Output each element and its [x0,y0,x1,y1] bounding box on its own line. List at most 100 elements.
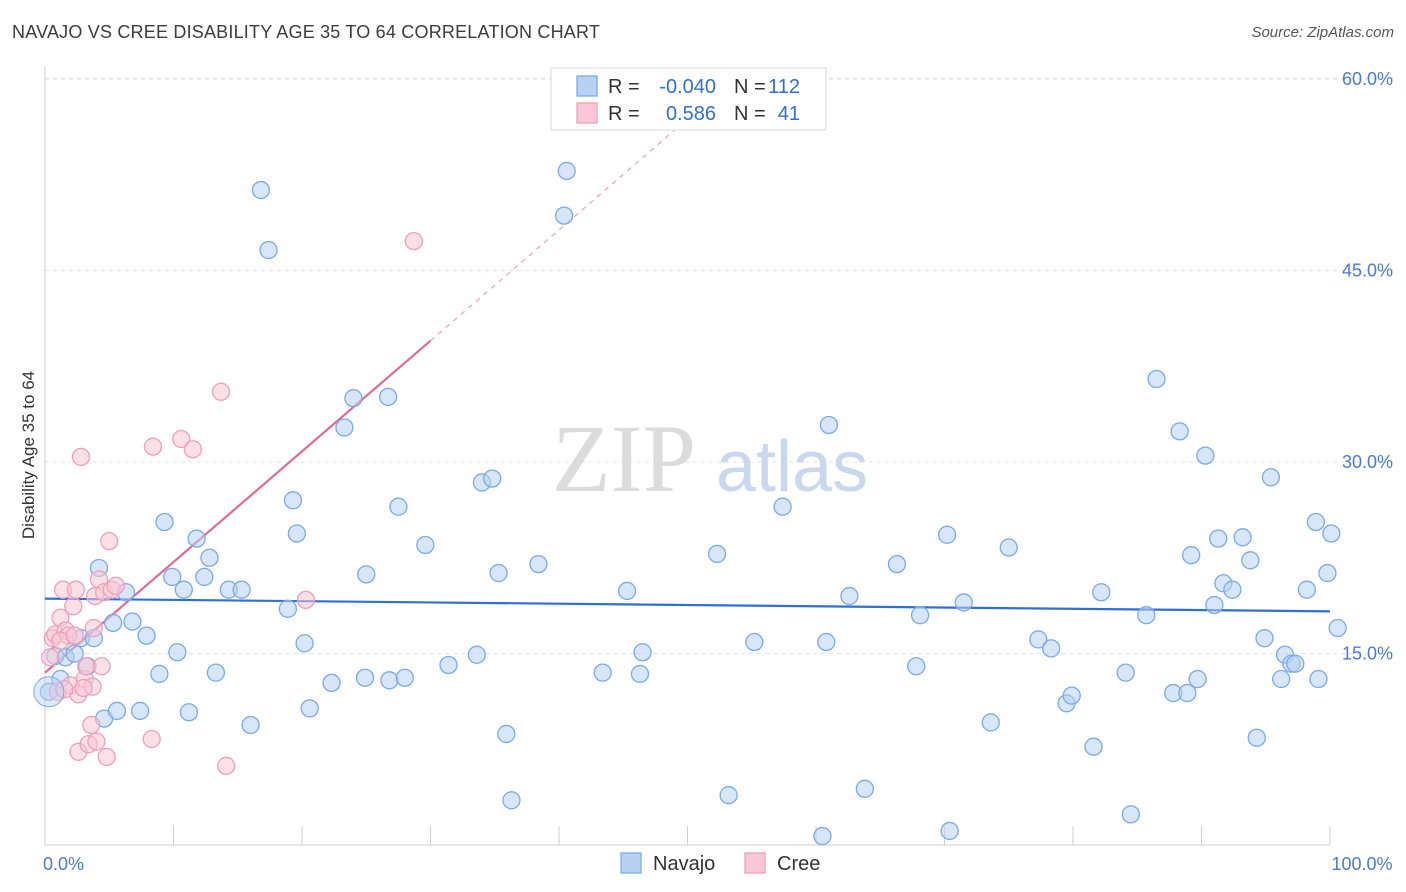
point-navajo [497,724,516,744]
legend-swatch-navajo [576,75,598,97]
point-navajo [1261,468,1281,487]
watermark-atlas: atlas [716,427,868,507]
point-navajo [1116,663,1135,682]
chart-source: Source: ZipAtlas.com [1251,24,1394,41]
point-navajo [1029,630,1048,649]
legend-bottom-swatch-cree [744,852,766,874]
point-navajo [817,632,836,652]
point-cree [100,532,119,551]
point-navajo [745,632,764,652]
point-cree [55,680,74,699]
point-navajo [232,580,251,599]
point-navajo [300,699,319,718]
x-tick-label: 0.0% [43,854,84,874]
point-navajo [1178,683,1197,703]
point-cree [97,747,116,767]
y-tick-label: 30.0% [1342,452,1393,472]
point-navajo [1092,583,1111,602]
legend-swatch-cree [576,102,598,124]
point-cree [76,657,96,676]
point-navajo [123,612,142,631]
point-navajo [773,497,792,516]
point-navajo [1042,639,1061,658]
legend-r-label: R = [608,103,640,125]
point-navajo [439,655,458,675]
point-navajo [630,664,650,684]
point-navajo [251,180,271,200]
point-navajo [1188,669,1207,689]
point-cree [84,618,103,638]
point-navajo [1286,654,1305,673]
point-cree [172,429,191,449]
y-tick-labels: 15.0% 30.0% 45.0% 60.0% [1342,69,1393,664]
point-navajo [206,663,226,682]
point-cree [106,576,125,595]
point-navajo [813,826,832,846]
point-cree [217,756,236,775]
point-navajo [502,791,521,810]
point-navajo [287,524,307,543]
point-cree [296,590,316,610]
legend-bottom-swatch-navajo [620,852,642,874]
point-navajo [137,626,156,645]
point-navajo [1147,369,1166,389]
legend-bottom-label-navajo: Navajo [653,853,715,875]
point-navajo [999,538,1018,557]
point-navajo [357,565,376,584]
point-navajo [1309,669,1328,689]
point-navajo [1182,546,1201,565]
point-cree [143,437,163,456]
point-navajo [1170,422,1189,441]
point-cree [92,657,111,676]
point-navajo [1205,595,1224,615]
point-cree [183,440,202,459]
trend-line-navajo [44,597,1331,613]
point-cree [142,729,161,749]
point-navajo [150,664,169,684]
point-navajo [940,821,959,841]
chart-title: NAVAJO VS CREE DISABILITY AGE 35 TO 64 C… [12,22,601,42]
point-navajo [241,715,260,735]
point-navajo [1306,512,1326,532]
legend-r-value: 0.586 [666,103,716,125]
point-navajo [155,512,174,532]
point-navajo [1223,580,1242,599]
point-navajo [489,563,508,583]
point-navajo [278,599,298,618]
point-cree [64,597,83,616]
point-navajo [819,415,838,435]
point-navajo [195,567,214,587]
watermark-zip: ZIP [552,405,696,512]
y-tick-label: 45.0% [1342,261,1393,281]
point-navajo [1062,686,1081,705]
point-navajo [103,613,123,633]
trend-extension-cree [430,113,695,342]
point-navajo [1209,529,1228,548]
point-navajo [855,779,874,798]
point-navajo [295,634,314,653]
point-navajo [1322,524,1341,543]
point-navajo [1241,551,1260,570]
point-navajo [1247,728,1266,747]
legend-n-value: 41 [778,103,800,125]
point-navajo [380,671,399,690]
point-cree [87,732,106,751]
point-navajo [200,548,219,567]
legend-n-value: 112 [768,76,800,98]
point-navajo [33,676,65,708]
point-navajo [557,161,576,181]
legend-bottom-label-cree: Cree [777,853,820,875]
point-navajo [1297,580,1317,599]
point-navajo [467,645,486,664]
point-navajo [179,703,199,722]
point-navajo [1137,606,1156,625]
point-navajo [174,580,193,599]
point-navajo [283,491,303,510]
point-navajo [107,701,127,721]
trend-line-cree [44,339,432,674]
legend-n-label: N = [734,76,766,98]
point-navajo [389,497,408,516]
point-navajo [617,581,637,601]
point-navajo [1233,528,1252,547]
